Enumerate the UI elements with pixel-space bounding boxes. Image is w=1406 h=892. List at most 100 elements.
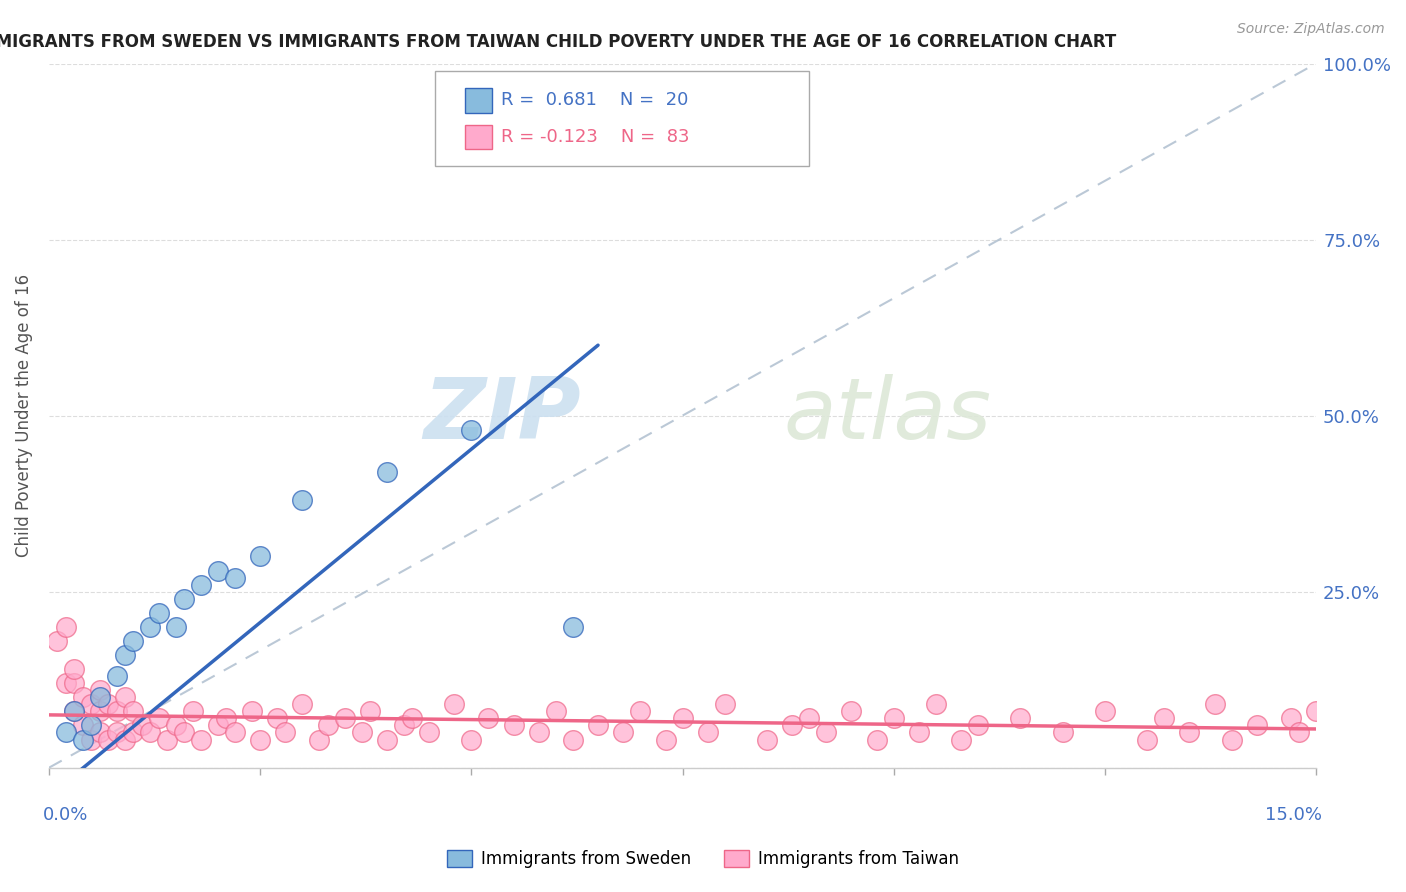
Text: 0.0%: 0.0% xyxy=(42,806,89,824)
Point xyxy=(401,711,423,725)
Point xyxy=(97,698,120,712)
Point xyxy=(561,620,583,634)
Point xyxy=(165,718,187,732)
Point xyxy=(156,732,179,747)
Text: ZIP: ZIP xyxy=(423,374,581,457)
Point xyxy=(502,718,524,732)
Point xyxy=(63,704,86,718)
Point xyxy=(181,704,204,718)
Point xyxy=(122,704,145,718)
Point xyxy=(392,718,415,732)
Point xyxy=(224,725,246,739)
Text: 15.0%: 15.0% xyxy=(1265,806,1323,824)
Point xyxy=(207,564,229,578)
Point xyxy=(274,725,297,739)
Point xyxy=(72,690,94,705)
Point xyxy=(628,704,651,718)
Point xyxy=(80,718,103,732)
Point xyxy=(139,620,162,634)
Point xyxy=(1010,711,1032,725)
FancyBboxPatch shape xyxy=(464,125,492,150)
Point xyxy=(561,732,583,747)
Point xyxy=(148,606,170,620)
Point xyxy=(63,662,86,676)
Point xyxy=(114,648,136,662)
Point xyxy=(63,704,86,718)
Point xyxy=(89,690,111,705)
Point xyxy=(1052,725,1074,739)
Point xyxy=(1153,711,1175,725)
FancyBboxPatch shape xyxy=(464,88,492,112)
Point xyxy=(291,493,314,508)
Point xyxy=(89,704,111,718)
Point xyxy=(266,711,288,725)
Point xyxy=(696,725,718,739)
Point xyxy=(1178,725,1201,739)
Point xyxy=(333,711,356,725)
Point xyxy=(114,690,136,705)
Point xyxy=(815,725,838,739)
Point xyxy=(1305,704,1327,718)
Point xyxy=(1094,704,1116,718)
Text: R = -0.123    N =  83: R = -0.123 N = 83 xyxy=(502,128,690,145)
Point xyxy=(841,704,863,718)
Text: R =  0.681    N =  20: R = 0.681 N = 20 xyxy=(502,91,689,109)
Point xyxy=(866,732,889,747)
Point xyxy=(443,698,465,712)
Point xyxy=(291,698,314,712)
Point xyxy=(148,711,170,725)
Point xyxy=(477,711,499,725)
Point xyxy=(55,676,77,690)
Point xyxy=(671,711,693,725)
Point xyxy=(105,704,128,718)
Point xyxy=(249,549,271,564)
Point xyxy=(359,704,381,718)
Point xyxy=(114,732,136,747)
Point xyxy=(350,725,373,739)
Point xyxy=(139,725,162,739)
Point xyxy=(190,732,212,747)
Point xyxy=(527,725,550,739)
Text: Source: ZipAtlas.com: Source: ZipAtlas.com xyxy=(1237,22,1385,37)
Point xyxy=(1220,732,1243,747)
Point xyxy=(316,718,339,732)
Point xyxy=(1204,698,1226,712)
Text: atlas: atlas xyxy=(785,374,991,457)
Point xyxy=(908,725,931,739)
Point xyxy=(224,571,246,585)
Point xyxy=(249,732,271,747)
Point xyxy=(131,718,153,732)
Point xyxy=(105,669,128,683)
Point xyxy=(72,732,94,747)
Point xyxy=(63,676,86,690)
Point xyxy=(1288,725,1310,739)
Point xyxy=(72,718,94,732)
Point xyxy=(122,634,145,648)
Point xyxy=(89,725,111,739)
Legend: Immigrants from Sweden, Immigrants from Taiwan: Immigrants from Sweden, Immigrants from … xyxy=(440,843,966,875)
Point xyxy=(799,711,821,725)
Point xyxy=(460,732,482,747)
Point xyxy=(165,620,187,634)
Point xyxy=(80,698,103,712)
Point xyxy=(375,465,398,479)
Point xyxy=(460,423,482,437)
Point xyxy=(215,711,238,725)
Point xyxy=(207,718,229,732)
Text: IMMIGRANTS FROM SWEDEN VS IMMIGRANTS FROM TAIWAN CHILD POVERTY UNDER THE AGE OF : IMMIGRANTS FROM SWEDEN VS IMMIGRANTS FRO… xyxy=(0,33,1116,51)
Point xyxy=(586,718,609,732)
Point xyxy=(173,725,195,739)
Point xyxy=(418,725,440,739)
Point xyxy=(1136,732,1159,747)
Point xyxy=(190,577,212,591)
Point xyxy=(97,732,120,747)
Point xyxy=(55,620,77,634)
Point xyxy=(122,725,145,739)
Point xyxy=(925,698,948,712)
Point xyxy=(883,711,905,725)
Point xyxy=(55,725,77,739)
Point xyxy=(240,704,263,718)
FancyBboxPatch shape xyxy=(436,70,810,166)
Point xyxy=(375,732,398,747)
Point xyxy=(308,732,330,747)
